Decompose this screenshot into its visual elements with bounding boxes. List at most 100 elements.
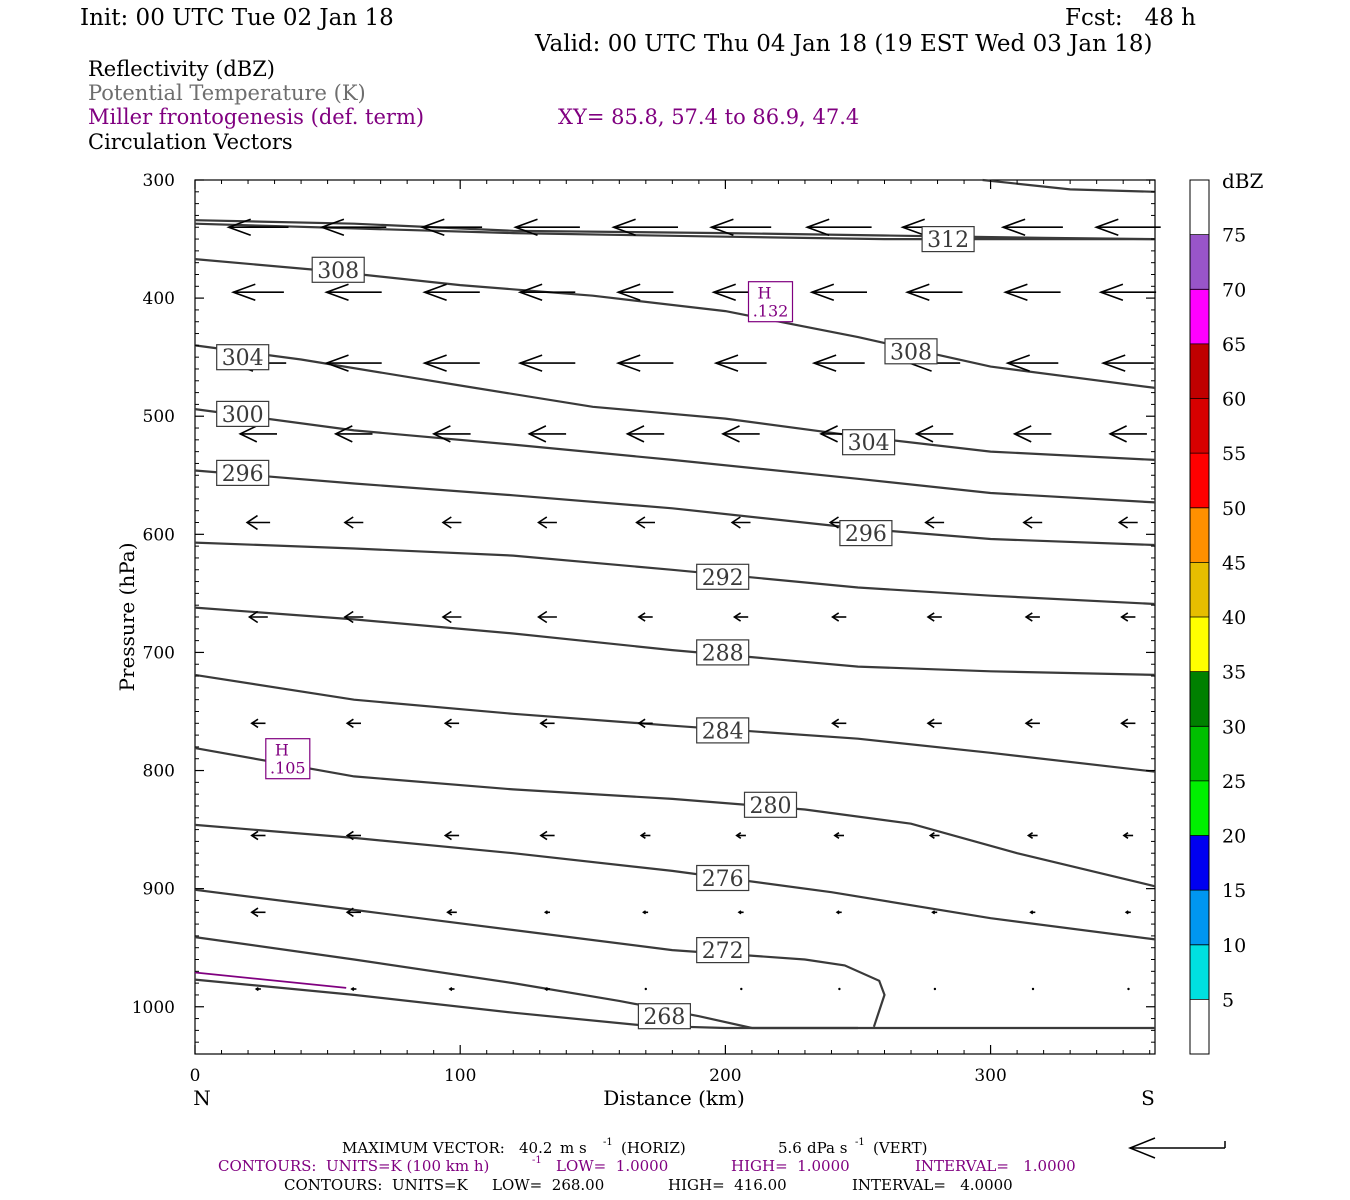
theta-label-box — [216, 459, 270, 486]
colorbar-segment — [1190, 890, 1209, 945]
colorbar-segment — [1190, 944, 1209, 1000]
circulation-vector — [735, 832, 746, 839]
colorbar-segment — [1190, 343, 1209, 399]
miller-max-box — [265, 738, 311, 780]
vector-head — [517, 354, 543, 372]
circulation-vector — [543, 987, 550, 992]
max-vector-legend: MAXIMUM VECTOR: 40.2 m s -1 (HORIZ) 5.6 … — [342, 1137, 928, 1157]
circulation-vector — [1120, 718, 1136, 729]
legend-xy-endpoints: XY= 85.8, 57.4 to 86.9, 47.4 — [558, 105, 859, 129]
vector-head — [1122, 832, 1129, 839]
circulation-vector — [250, 830, 266, 841]
circulation-vector — [350, 987, 357, 992]
circulation-vector — [730, 516, 751, 529]
circulation-vector — [811, 354, 865, 372]
colorbar-segment — [1190, 398, 1209, 454]
circulation-vector — [615, 354, 674, 372]
circulation-vector — [254, 987, 261, 992]
theta-label-304: 304 — [222, 346, 264, 371]
colorbar-segment — [1190, 617, 1209, 672]
theta-label-box — [696, 936, 750, 964]
circulation-vector — [345, 830, 361, 841]
circulation-vector — [443, 718, 460, 729]
theta-contour-284-12 — [194, 673, 1156, 773]
theta-label-box — [743, 791, 798, 818]
vector-head — [1093, 218, 1119, 236]
circulation-vector — [1029, 910, 1036, 915]
circulation-vector — [625, 425, 665, 443]
circulation-vector — [513, 218, 580, 236]
y-tick-label: 600 — [143, 525, 175, 545]
miller-contour-units-exp: -1 — [532, 1155, 542, 1166]
vector-head — [639, 832, 646, 839]
max-vector-label: MAXIMUM VECTOR: — [342, 1139, 505, 1157]
theta-contour-lines — [194, 178, 1156, 1030]
vector-head — [539, 718, 548, 729]
circulation-vector — [904, 283, 963, 301]
vector-head — [1000, 218, 1026, 236]
vector-head — [835, 910, 840, 915]
theta-contour-info: CONTOURS: UNITS=K LOW= 268.00 HIGH= 416.… — [284, 1176, 1013, 1194]
circulation-vector — [809, 283, 867, 301]
circulation-vector — [345, 907, 361, 918]
circulation-vector — [250, 907, 266, 918]
miller-contour-units: CONTOURS: UNITS=K (100 km h) — [218, 1157, 489, 1175]
colorbar-segment — [1190, 180, 1209, 235]
circulation-vector — [333, 425, 373, 443]
vector-head — [226, 218, 251, 236]
vector-head — [247, 610, 259, 624]
vector-head — [914, 425, 934, 443]
circulation-vector — [737, 910, 744, 915]
colorbar-level: 70 — [1222, 279, 1246, 301]
circulation-vector — [1124, 910, 1131, 915]
vector-dot — [644, 987, 647, 991]
vector-head — [230, 283, 256, 301]
vector-head — [924, 516, 935, 529]
circulation-vector — [1117, 516, 1138, 529]
x-axis-end-north: N — [193, 1086, 211, 1110]
circulation-vector — [635, 516, 655, 529]
vector-head — [1005, 354, 1030, 372]
vector-head — [324, 283, 349, 301]
legend-potential-temperature: Potential Temperature (K) — [88, 81, 366, 105]
theta-contour-272-15 — [194, 888, 886, 1028]
vector-dot — [1127, 987, 1130, 991]
circulation-vector — [644, 987, 647, 991]
theta-contour-296-8 — [194, 469, 1156, 547]
circulation-vector — [713, 354, 767, 372]
y-tick-label: 300 — [143, 171, 175, 191]
vector-head — [343, 610, 354, 624]
y-tick-label: 400 — [143, 289, 175, 309]
vector-head — [333, 425, 353, 443]
vector-head — [419, 218, 445, 236]
init-time: Init: 00 UTC Tue 02 Jan 18 — [80, 5, 394, 31]
vector-head — [711, 283, 736, 301]
theta-contour-unlabeled-2 — [982, 178, 1156, 193]
y-tick-label: 1000 — [132, 998, 175, 1018]
circulation-vector — [926, 718, 942, 729]
theta-label-276: 276 — [702, 867, 744, 892]
theta-contour-276-14 — [194, 823, 1156, 941]
circulation-vector — [422, 283, 480, 301]
vector-head — [345, 830, 354, 841]
vector-head — [1124, 910, 1129, 915]
reference-vector-head — [1127, 1137, 1156, 1159]
colorbar-segment — [1190, 289, 1209, 344]
miller-contour-info: CONTOURS: UNITS=K (100 km h) -1 LOW= 1.0… — [218, 1155, 1076, 1175]
circulation-vector — [804, 218, 872, 236]
theta-label-308: 308 — [317, 259, 359, 284]
vector-head — [900, 218, 925, 236]
vector-head — [254, 987, 259, 992]
circulation-vector — [924, 516, 945, 529]
vector-head — [1098, 283, 1124, 301]
circulation-vector — [831, 718, 847, 729]
x-tick-label: 0 — [190, 1066, 201, 1086]
max-vector-vert-value: 5.6 — [778, 1139, 802, 1157]
circulation-vector — [931, 910, 938, 915]
circulation-vector — [245, 514, 271, 531]
circulation-vector — [639, 832, 651, 839]
circulation-vector — [517, 354, 576, 372]
x-tick-label: 200 — [709, 1066, 741, 1086]
circulation-vector — [422, 354, 480, 372]
theta-label-312: 312 — [927, 228, 969, 253]
